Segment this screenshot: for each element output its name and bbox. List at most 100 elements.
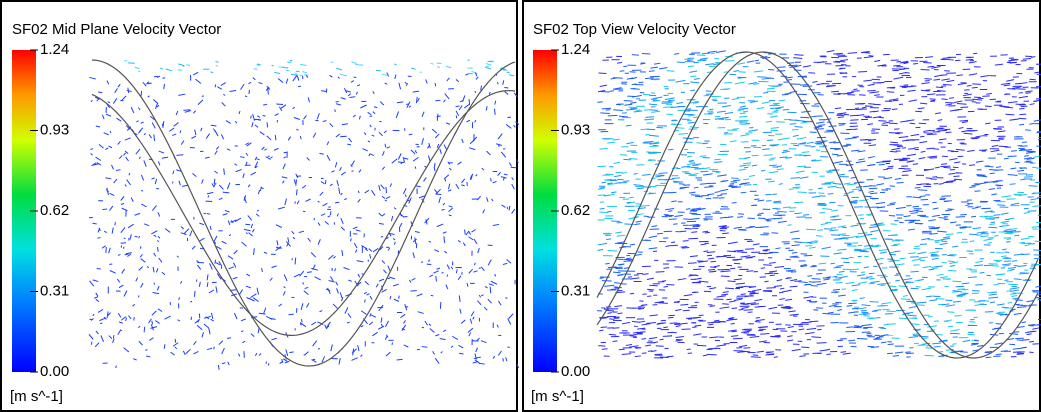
vector bbox=[459, 295, 460, 301]
vector bbox=[909, 306, 917, 307]
vector bbox=[173, 343, 178, 347]
vector bbox=[126, 318, 127, 321]
vector bbox=[912, 318, 917, 319]
vector bbox=[235, 164, 238, 166]
vector bbox=[223, 94, 225, 95]
vector bbox=[766, 121, 772, 122]
vector bbox=[626, 125, 632, 126]
vector bbox=[333, 304, 337, 308]
vector bbox=[918, 190, 927, 191]
vector bbox=[910, 123, 915, 124]
vector bbox=[970, 130, 978, 131]
vector bbox=[99, 318, 105, 321]
panel-title: SF02 Mid Plane Velocity Vector bbox=[12, 21, 221, 38]
vector bbox=[834, 253, 842, 254]
vector bbox=[117, 279, 120, 282]
vector bbox=[358, 191, 359, 193]
vector bbox=[980, 75, 989, 76]
vector bbox=[688, 66, 694, 67]
vector bbox=[896, 264, 905, 265]
vector bbox=[919, 158, 926, 159]
vector bbox=[769, 263, 776, 264]
vector bbox=[851, 225, 859, 226]
vector bbox=[694, 278, 701, 279]
vector bbox=[269, 318, 275, 319]
vector bbox=[463, 243, 465, 246]
vector bbox=[405, 82, 407, 83]
vector bbox=[399, 83, 401, 89]
vector bbox=[913, 334, 919, 335]
vector bbox=[614, 283, 619, 284]
vector bbox=[864, 267, 869, 268]
vector bbox=[135, 213, 140, 215]
vector bbox=[446, 123, 450, 124]
vector bbox=[714, 320, 719, 321]
vector bbox=[674, 54, 679, 55]
vector bbox=[253, 114, 255, 121]
vector bbox=[769, 171, 778, 172]
vector bbox=[445, 94, 449, 99]
vector bbox=[381, 236, 383, 237]
vector bbox=[361, 355, 363, 357]
vector bbox=[233, 263, 235, 268]
vector bbox=[379, 132, 383, 135]
vector bbox=[796, 171, 805, 172]
vector bbox=[1019, 118, 1027, 119]
vector bbox=[970, 60, 974, 61]
vector bbox=[599, 188, 604, 189]
vector bbox=[954, 179, 962, 180]
vector bbox=[792, 252, 797, 253]
vector bbox=[266, 157, 271, 160]
vector bbox=[485, 67, 491, 69]
vector bbox=[294, 274, 300, 277]
vector bbox=[740, 106, 746, 107]
vector bbox=[351, 358, 357, 361]
vector bbox=[883, 169, 888, 170]
vector bbox=[879, 250, 888, 251]
vector bbox=[828, 312, 834, 313]
vector bbox=[342, 124, 348, 125]
vector bbox=[385, 83, 388, 84]
vector bbox=[626, 344, 632, 345]
vector bbox=[181, 226, 184, 228]
vector bbox=[133, 359, 137, 360]
vector bbox=[1010, 269, 1014, 270]
vector bbox=[807, 276, 812, 277]
vector bbox=[803, 215, 809, 216]
vector bbox=[482, 168, 484, 170]
vector bbox=[360, 105, 366, 108]
vector bbox=[434, 250, 439, 252]
vector bbox=[743, 179, 749, 180]
vector bbox=[411, 68, 416, 69]
vector bbox=[690, 82, 699, 83]
vector bbox=[1017, 170, 1024, 171]
vector bbox=[229, 267, 234, 269]
vector bbox=[632, 55, 639, 56]
vector bbox=[919, 142, 927, 143]
vector bbox=[755, 307, 761, 308]
vector bbox=[707, 194, 714, 195]
vector bbox=[107, 311, 108, 318]
vector bbox=[132, 304, 134, 306]
vector bbox=[127, 91, 132, 92]
vector bbox=[819, 212, 825, 213]
vector bbox=[753, 244, 760, 245]
vector bbox=[1017, 340, 1023, 341]
vector bbox=[379, 309, 380, 311]
vector bbox=[112, 165, 114, 169]
vector bbox=[481, 267, 484, 271]
vector bbox=[362, 149, 367, 151]
vector bbox=[451, 267, 452, 269]
vector bbox=[228, 256, 233, 259]
vector bbox=[853, 301, 857, 302]
vector bbox=[113, 98, 117, 103]
vector bbox=[456, 184, 459, 189]
vector bbox=[756, 317, 760, 318]
vector bbox=[444, 251, 447, 253]
vector bbox=[475, 91, 476, 93]
vector bbox=[243, 173, 244, 177]
vector bbox=[1001, 213, 1009, 214]
vector bbox=[943, 167, 950, 168]
vector bbox=[747, 61, 754, 62]
vector bbox=[811, 146, 816, 147]
